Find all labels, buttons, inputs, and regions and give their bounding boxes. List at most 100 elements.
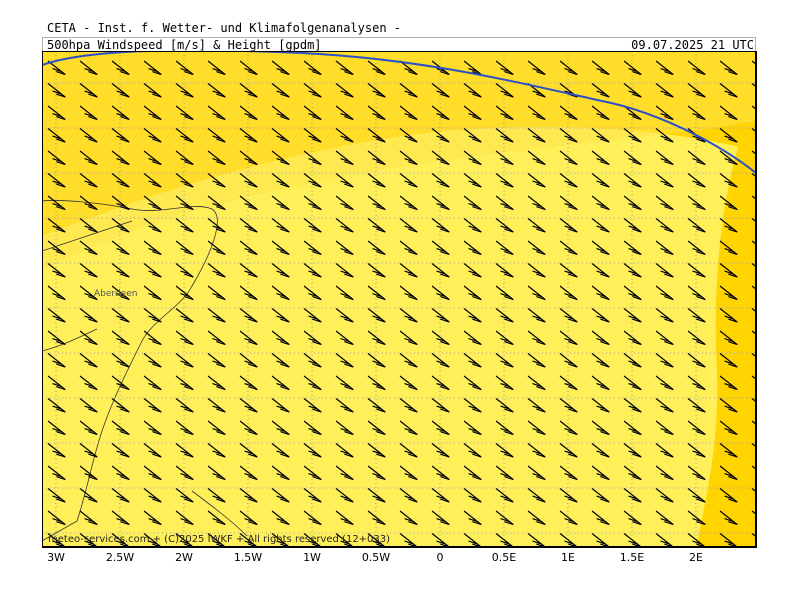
wind-barb — [495, 150, 514, 166]
wind-barb — [751, 105, 756, 110]
wind-barb — [591, 128, 610, 143]
wind-barb — [239, 465, 258, 481]
wind-barb — [367, 443, 386, 458]
wind-barb — [495, 420, 514, 436]
wind-barb — [463, 308, 482, 323]
wind-barb — [431, 240, 450, 256]
wind-barb — [752, 556, 769, 570]
wind-barb — [335, 285, 354, 301]
wind-barb — [559, 150, 578, 166]
wind-barb — [143, 285, 162, 301]
wind-barb — [655, 285, 674, 301]
wind-barb — [463, 443, 482, 458]
wind-barb — [336, 556, 353, 570]
wind-barb — [335, 263, 354, 278]
wind-barb — [175, 375, 194, 391]
wind-barb — [79, 443, 98, 458]
wind-barb — [719, 195, 738, 211]
wind-barb — [271, 195, 290, 211]
wind-barb — [111, 263, 130, 278]
wind-barb — [239, 60, 258, 76]
wind-barb — [335, 375, 354, 391]
longitude-labels: 3W 2.5W 2W 1.5W 1W 0.5W 0 0.5E 1E 1.5E 2E — [47, 551, 703, 564]
wind-barb — [527, 443, 546, 458]
wind-barb — [751, 240, 756, 245]
wind-barb — [655, 60, 674, 76]
wind-barb — [207, 465, 226, 481]
wind-barb — [399, 83, 418, 98]
wind-barb — [463, 218, 482, 233]
wind-barb — [495, 173, 514, 188]
wind-barb — [687, 353, 706, 368]
wind-barb — [175, 263, 194, 278]
wind-barb — [623, 218, 642, 233]
wind-barb — [79, 240, 98, 256]
wind-barb — [719, 60, 738, 76]
wind-barb — [47, 83, 66, 98]
wind-barb — [591, 173, 610, 188]
wind-barb — [367, 510, 386, 526]
wind-barb — [399, 308, 418, 323]
wind-barb — [463, 83, 482, 98]
wind-barb — [463, 398, 482, 413]
wind-barb — [527, 218, 546, 233]
wind-barb — [399, 398, 418, 413]
wind-barb — [527, 308, 546, 323]
wind-barb — [175, 443, 194, 458]
wind-barb — [207, 240, 226, 256]
wind-barb — [111, 60, 130, 76]
wind-barb — [431, 150, 450, 166]
wind-barb — [719, 353, 738, 368]
wind-barb — [431, 173, 450, 188]
wind-barb — [399, 420, 418, 436]
wind-barb — [207, 150, 226, 166]
wind-barb — [655, 353, 674, 368]
wind-barb — [175, 308, 194, 323]
wind-barb — [431, 488, 450, 503]
wind-barb — [623, 488, 642, 503]
wind-barb — [751, 173, 756, 178]
wind-barb — [623, 128, 642, 143]
wind-barb — [591, 510, 610, 526]
wind-barb — [559, 128, 578, 143]
wind-barb — [143, 398, 162, 413]
wind-barb — [143, 150, 162, 166]
wind-barb — [719, 105, 738, 121]
wind-barb — [272, 556, 289, 570]
wind-barb — [303, 240, 322, 256]
wind-barb — [143, 420, 162, 436]
wind-barb — [751, 150, 756, 155]
wind-barb — [79, 510, 98, 526]
wind-barb — [239, 240, 258, 256]
longitude-label: 1E — [561, 551, 575, 564]
wind-barb — [399, 173, 418, 188]
wind-barb — [367, 60, 386, 76]
wind-barb — [303, 398, 322, 413]
wind-barb — [303, 60, 322, 76]
wind-barb — [111, 420, 130, 436]
wind-barb — [431, 308, 450, 323]
wind-barb — [751, 128, 756, 133]
wind-barb — [47, 488, 66, 503]
wind-barb — [655, 218, 674, 233]
wind-barb — [303, 128, 322, 143]
wind-barb — [303, 353, 322, 368]
wind-barb — [751, 263, 756, 268]
wind-barb — [79, 465, 98, 481]
wind-barb — [495, 330, 514, 346]
wind-barb — [431, 353, 450, 368]
wind-barb — [463, 195, 482, 211]
wind-barb — [207, 353, 226, 368]
wind-barb — [79, 60, 98, 76]
wind-barb — [271, 330, 290, 346]
wind-barb — [431, 443, 450, 458]
wind-barb — [623, 240, 642, 256]
wind-barb — [335, 465, 354, 481]
wind-barb — [79, 375, 98, 391]
wind-barb — [591, 218, 610, 233]
wind-barb — [175, 353, 194, 368]
wind-barb — [399, 510, 418, 526]
wind-barb — [143, 240, 162, 256]
wind-barb — [111, 195, 130, 211]
wind-barb — [367, 465, 386, 481]
